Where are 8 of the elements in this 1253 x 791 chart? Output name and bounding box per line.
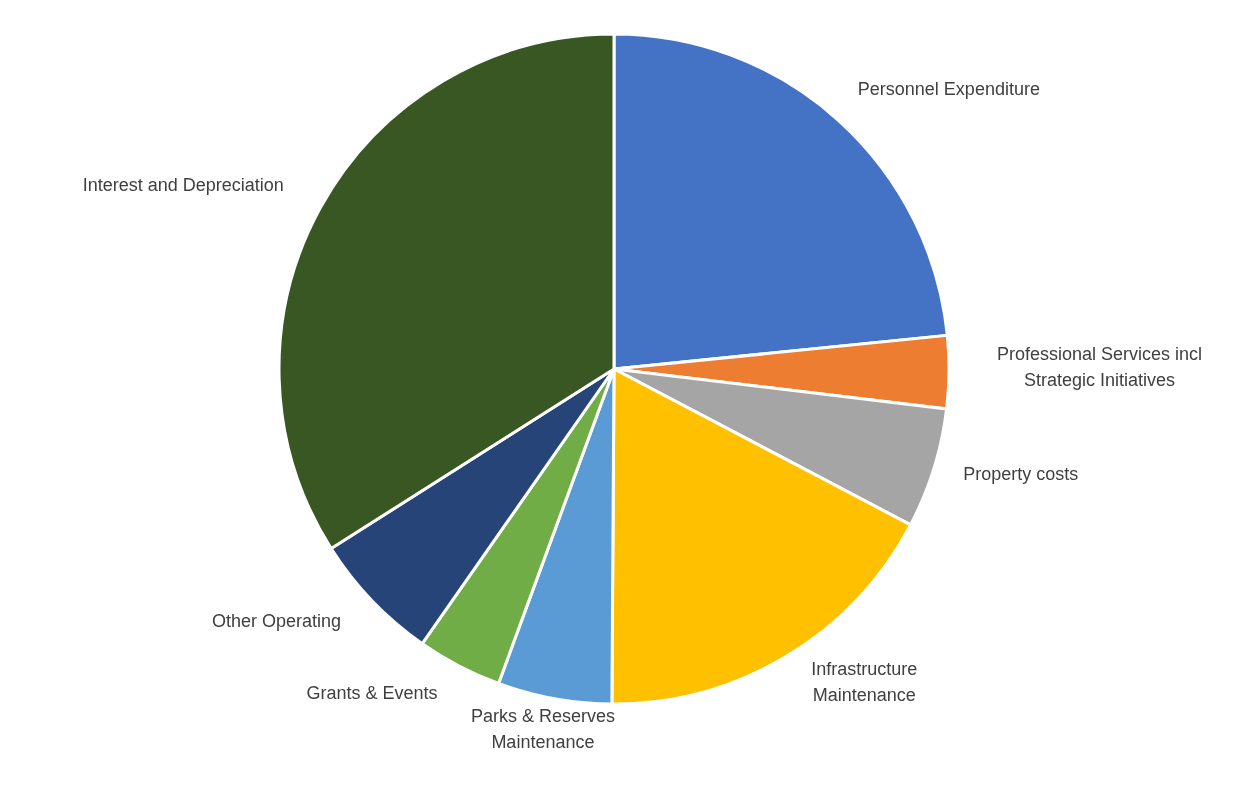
slice-label: Infrastructure Maintenance [811, 659, 918, 706]
slice-label: Professional Services incl Strategic Initiatives [997, 344, 1203, 391]
slice-label: Grants & Events [306, 682, 438, 703]
slice-label: Personnel Expenditure [857, 78, 1040, 99]
slice-label: Property costs [963, 464, 1079, 485]
slice-label: Parks & Reserves Maintenance [470, 706, 615, 753]
slice-label: Other Operating [211, 610, 341, 631]
slice-label: Interest and Depreciation [82, 175, 284, 196]
